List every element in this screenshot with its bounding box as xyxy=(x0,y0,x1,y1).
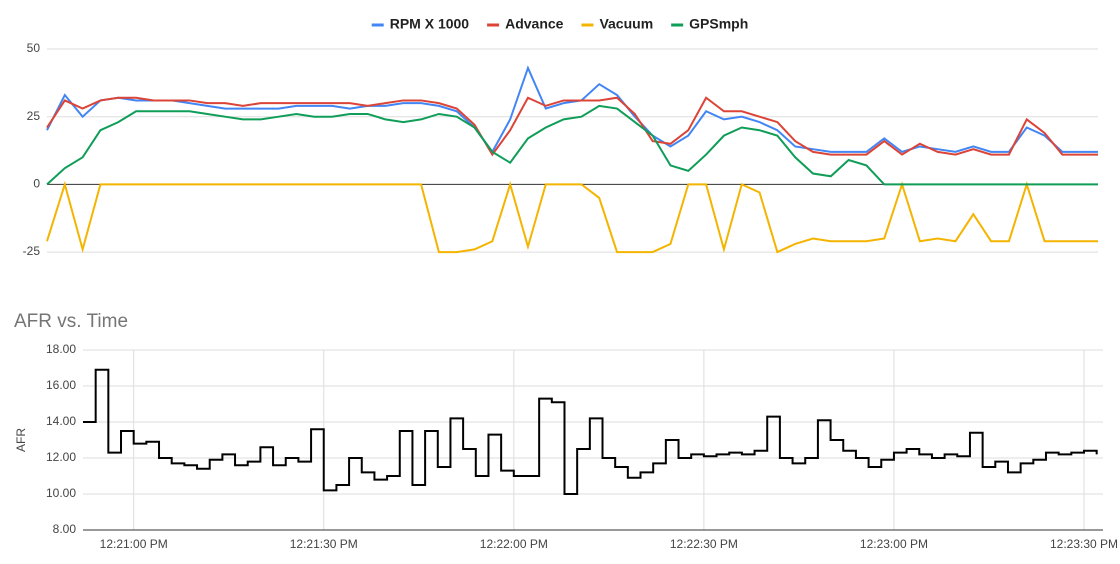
legend-text: Vacuum xyxy=(599,16,653,32)
legend-text: Advance xyxy=(505,16,564,32)
y-tick-label: 10.00 xyxy=(46,486,76,500)
x-tick-label: 12:22:00 PM xyxy=(480,537,548,551)
y-tick-label: -25 xyxy=(23,244,41,258)
x-tick-label: 12:23:00 PM xyxy=(860,537,928,551)
data-line xyxy=(46,96,1098,157)
y-tick-label: 16.00 xyxy=(46,378,76,392)
data-line xyxy=(46,104,1098,186)
y-tick-label: 50 xyxy=(27,41,41,55)
y-tick-label: 0 xyxy=(33,177,40,191)
data-line xyxy=(46,65,1098,154)
x-tick-label: 12:23:30 PM xyxy=(1050,537,1118,551)
y-tick-label: 14.00 xyxy=(46,414,76,428)
y-axis-label: AFR xyxy=(14,428,28,452)
y-tick-label: 25 xyxy=(27,109,41,123)
y-tick-label: 18.00 xyxy=(46,342,76,356)
x-tick-label: 12:21:00 PM xyxy=(100,537,168,551)
data-line xyxy=(83,368,1098,495)
legend-text: RPM X 1000 xyxy=(390,16,470,32)
y-tick-label: 12.00 xyxy=(46,450,76,464)
x-tick-label: 12:21:30 PM xyxy=(290,537,358,551)
data-line xyxy=(46,180,1098,254)
x-tick-label: 12:22:30 PM xyxy=(670,537,738,551)
y-tick-label: 8.00 xyxy=(53,522,77,536)
chart-title: AFR vs. Time xyxy=(14,311,128,332)
legend-text: GPSmph xyxy=(689,16,748,32)
